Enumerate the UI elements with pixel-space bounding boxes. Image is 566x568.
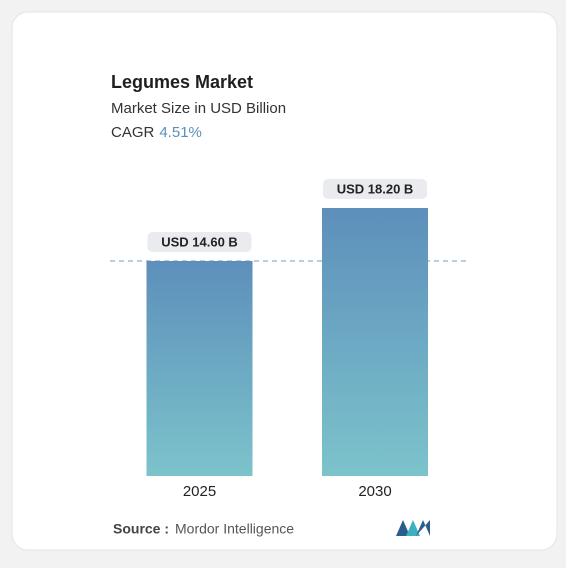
value-label: USD 18.20 B	[337, 181, 414, 196]
logo	[396, 520, 430, 536]
source: Mordor Intelligence	[175, 521, 294, 537]
x-tick-label: 2030	[358, 483, 391, 500]
value-label-bg	[147, 232, 252, 253]
value-label: USD 14.60 B	[161, 234, 238, 249]
bar	[146, 261, 253, 476]
plot: 2025 USD 14.60 B 2030 USD 18.20 B	[110, 179, 467, 500]
value-label-bg	[323, 179, 427, 199]
cagr-label: CAGR	[111, 124, 155, 141]
cagr-value: 4.51%	[159, 124, 202, 141]
bar	[322, 208, 428, 476]
card	[11, 11, 558, 551]
chart-title: Legumes Market	[111, 72, 253, 92]
chart-subtitle: Market Size in USD Billion	[111, 100, 286, 117]
cagr: CAGR 4.51%	[111, 124, 202, 141]
x-tick-label: 2025	[183, 483, 216, 500]
source-label: Source :	[113, 521, 169, 537]
